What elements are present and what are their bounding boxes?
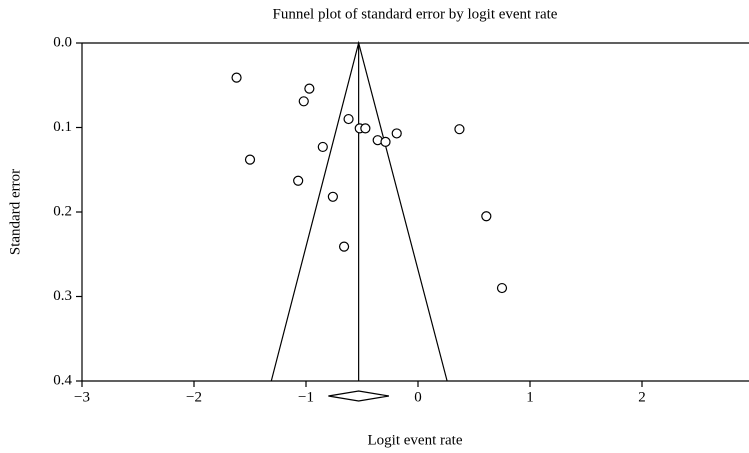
y-tick-label: 0.3: [53, 288, 72, 304]
x-tick-label: 0: [414, 389, 422, 405]
study-point: [380, 136, 391, 147]
study-point: [338, 241, 350, 252]
y-tick-label: 0.1: [53, 119, 72, 135]
study-point: [298, 96, 309, 107]
y-tick-label: 0.4: [53, 372, 72, 388]
study-point: [391, 128, 402, 139]
y-tick-label: 0.2: [53, 203, 72, 219]
study-point: [454, 124, 465, 135]
study-point: [304, 83, 315, 94]
study-point: [496, 282, 508, 294]
y-tick-label: 0.0: [53, 34, 72, 50]
x-tick-label: −3: [74, 389, 90, 405]
y-axis-label: Standard error: [7, 169, 23, 255]
x-tick-label: 1: [526, 389, 534, 405]
study-point: [481, 211, 492, 222]
x-tick-label: −2: [186, 389, 202, 405]
x-axis-label: Logit event rate: [368, 432, 463, 448]
chart-title: Funnel plot of standard error by logit e…: [273, 6, 558, 22]
x-tick-label: −1: [298, 389, 314, 405]
x-tick-label: 2: [638, 389, 646, 405]
study-point: [231, 72, 242, 83]
study-point: [327, 191, 338, 202]
study-point: [293, 175, 304, 186]
study-point: [244, 154, 256, 165]
summary-diamond: [328, 390, 389, 402]
study-point: [360, 123, 371, 134]
study-point: [343, 113, 354, 125]
study-point: [317, 141, 328, 153]
